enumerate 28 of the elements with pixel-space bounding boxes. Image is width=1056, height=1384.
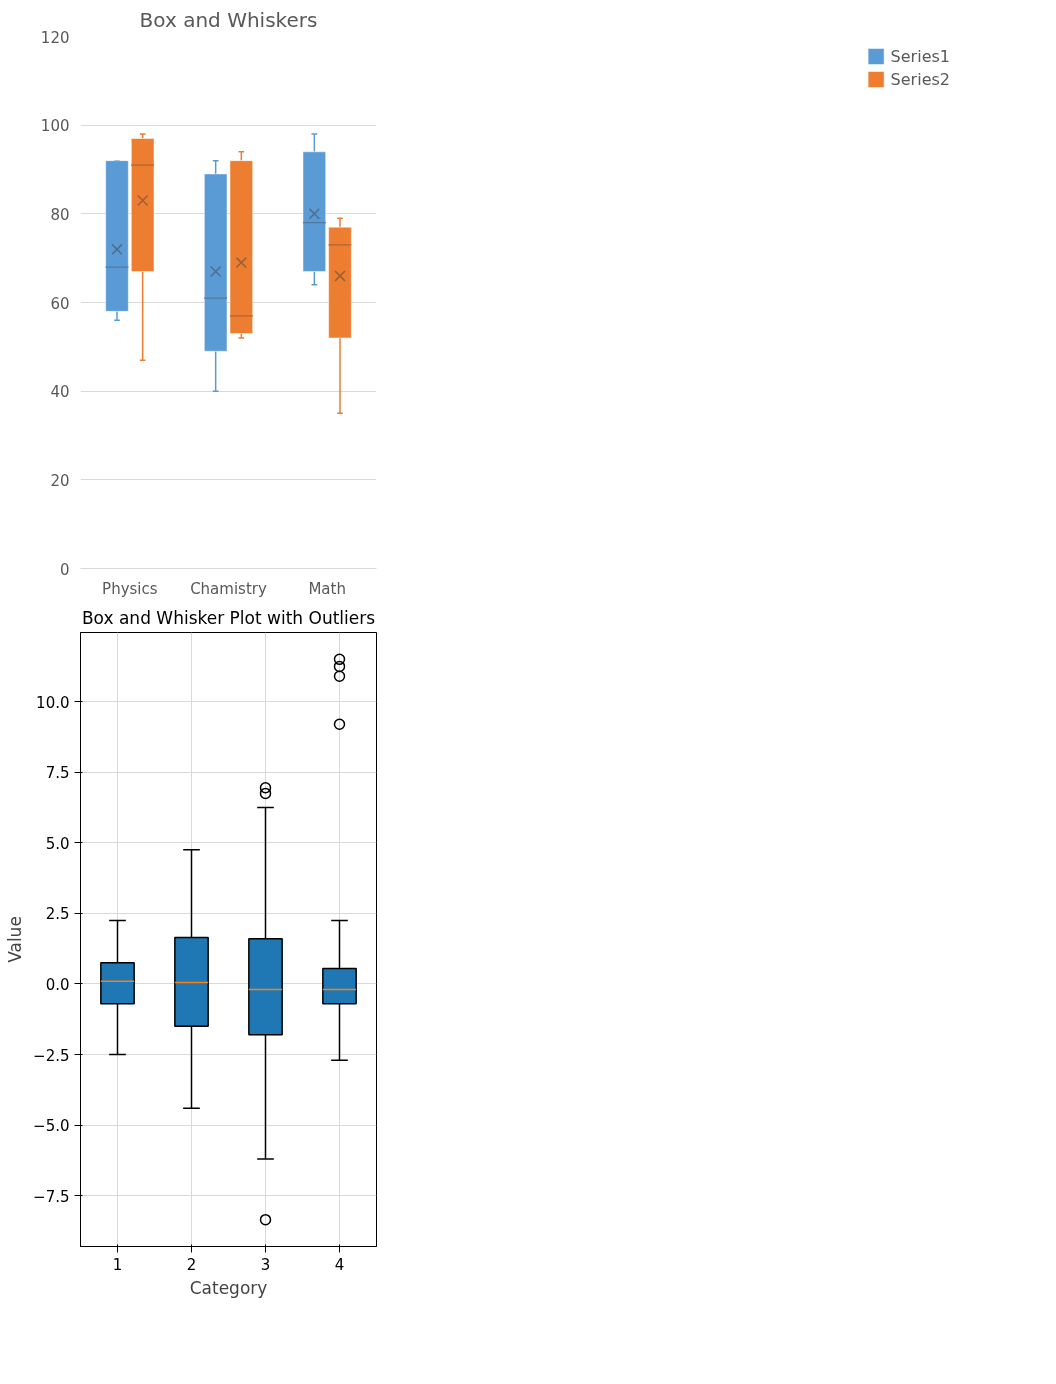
chart-title: Box and Whiskers	[139, 7, 318, 32]
y-tick-label: 7.5	[45, 764, 70, 783]
x-axis-title: Category	[189, 1277, 268, 1298]
x-tick-label: Chamistry	[190, 579, 267, 598]
y-tick-label: 40	[50, 383, 70, 402]
y-tick-label: 10.0	[36, 693, 70, 712]
legend-label: Series2	[890, 69, 950, 89]
y-tick-label: 0.0	[45, 975, 70, 994]
legend-label: Series1	[890, 46, 950, 66]
x-tick-label: Math	[308, 579, 346, 598]
chart-title: Box and Whisker Plot with Outliers	[81, 607, 376, 628]
x-tick-label: 4	[334, 1255, 345, 1274]
x-tick-label: 2	[186, 1255, 197, 1274]
x-tick-label: 1	[112, 1255, 123, 1274]
y-tick-label: 100	[40, 117, 70, 136]
y-tick-label: −5.0	[33, 1117, 70, 1136]
y-tick-label: −2.5	[33, 1046, 70, 1065]
y-axis-title: Value	[5, 916, 26, 963]
y-tick-label: 60	[50, 294, 70, 313]
x-tick-label: 3	[260, 1255, 271, 1274]
y-tick-label: 80	[50, 205, 70, 224]
y-tick-label: 5.0	[45, 834, 70, 853]
y-tick-label: 20	[50, 471, 70, 490]
y-tick-label: 2.5	[45, 905, 70, 924]
y-tick-label: 120	[40, 28, 70, 47]
y-tick-label: 0	[59, 560, 70, 579]
x-tick-label: Physics	[102, 579, 158, 598]
y-tick-label: −7.5	[33, 1187, 70, 1206]
